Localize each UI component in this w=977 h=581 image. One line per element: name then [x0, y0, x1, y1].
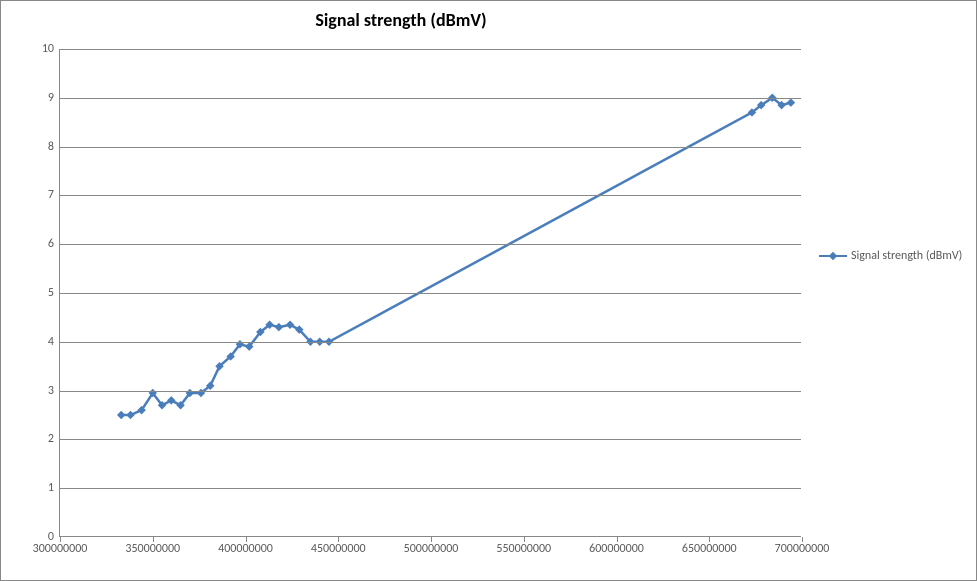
chart-title: Signal strength (dBmV): [1, 9, 801, 31]
x-tick-label: 550000000: [496, 542, 551, 556]
gridline-horizontal: [60, 391, 801, 392]
legend-label: Signal strength (dBmV): [851, 249, 962, 263]
y-tick-label: 9: [48, 91, 54, 105]
plot-area: 0123456789103000000003500000004000000004…: [59, 49, 801, 537]
legend-marker-diamond-icon: [829, 252, 837, 260]
x-tick-label: 300000000: [33, 542, 88, 556]
y-tick-label: 6: [48, 237, 54, 251]
legend: Signal strength (dBmV): [819, 249, 962, 263]
y-tick-label: 10: [42, 42, 54, 56]
x-tick-mark: [60, 537, 61, 542]
gridline-horizontal: [60, 195, 801, 196]
gridline-horizontal: [60, 244, 801, 245]
x-tick-mark: [431, 537, 432, 542]
series-marker-diamond-icon: [275, 323, 283, 331]
x-tick-label: 350000000: [125, 542, 180, 556]
x-tick-mark: [524, 537, 525, 542]
x-tick-label: 450000000: [311, 542, 366, 556]
y-tick-label: 2: [48, 432, 54, 446]
y-tick-label: 4: [48, 335, 54, 349]
x-tick-label: 600000000: [589, 542, 644, 556]
gridline-horizontal: [60, 98, 801, 99]
gridline-horizontal: [60, 439, 801, 440]
gridline-horizontal: [60, 293, 801, 294]
x-tick-mark: [709, 537, 710, 542]
series-marker-diamond-icon: [117, 411, 125, 419]
gridline-horizontal: [60, 488, 801, 489]
x-tick-label: 650000000: [682, 542, 737, 556]
series-marker-diamond-icon: [787, 98, 795, 106]
x-tick-label: 500000000: [404, 542, 459, 556]
gridline-horizontal: [60, 147, 801, 148]
y-tick-label: 7: [48, 188, 54, 202]
x-tick-label: 400000000: [218, 542, 273, 556]
legend-line: [819, 255, 847, 257]
gridline-horizontal: [60, 342, 801, 343]
x-tick-mark: [802, 537, 803, 542]
x-tick-mark: [338, 537, 339, 542]
x-tick-mark: [617, 537, 618, 542]
chart-container: Signal strength (dBmV) 01234567891030000…: [0, 0, 977, 581]
y-tick-label: 1: [48, 481, 54, 495]
y-tick-label: 8: [48, 140, 54, 154]
series-marker-diamond-icon: [126, 411, 134, 419]
x-tick-mark: [153, 537, 154, 542]
x-tick-label: 700000000: [775, 542, 830, 556]
y-tick-label: 3: [48, 384, 54, 398]
gridline-horizontal: [60, 49, 801, 50]
y-tick-label: 5: [48, 286, 54, 300]
x-tick-mark: [246, 537, 247, 542]
